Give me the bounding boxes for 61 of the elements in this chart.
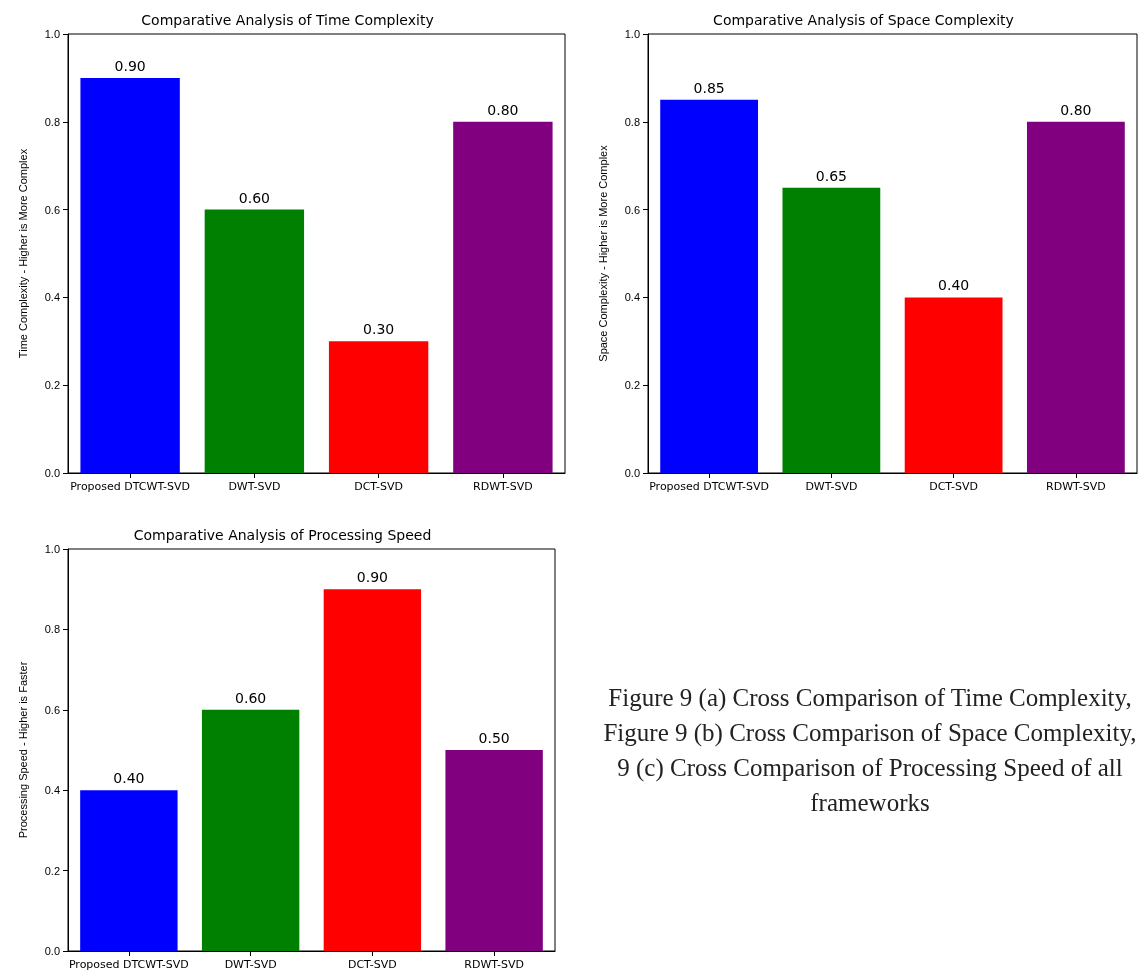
bar bbox=[204, 209, 305, 473]
y-axis-title: Processing Speed - Higher is Faster bbox=[16, 661, 29, 839]
data-label: 0.60 bbox=[238, 189, 270, 206]
data-label: 0.90 bbox=[114, 57, 146, 74]
y-tick-label: 0.8 bbox=[624, 115, 640, 128]
bar bbox=[904, 297, 1003, 473]
bar bbox=[80, 77, 180, 473]
data-label: 0.80 bbox=[1060, 101, 1092, 118]
y-tick-label: 1.0 bbox=[624, 28, 640, 40]
y-tick-label: 0.6 bbox=[44, 203, 60, 216]
bar bbox=[453, 121, 553, 473]
chart-title: Comparative Analysis of Processing Speed bbox=[133, 527, 432, 543]
data-label: 0.65 bbox=[815, 167, 847, 184]
caption: Figure 9 (a) Cross Comparison of Time Complexity, Figure 9 (b) Cross Comparison of Space Complexity, 9 (c) Cross Comparison of Processing Speed of all frameworks bbox=[602, 683, 1138, 818]
x-tick-label: DWT-SVD bbox=[224, 958, 277, 971]
data-label: 0.60 bbox=[235, 689, 267, 706]
bar bbox=[201, 709, 300, 951]
data-label: 0.40 bbox=[113, 770, 145, 787]
y-tick-label: 0.2 bbox=[44, 379, 60, 392]
x-tick-label: DWT-SVD bbox=[805, 480, 858, 493]
y-tick-label: 0.2 bbox=[44, 864, 60, 877]
y-tick-label: 0.4 bbox=[624, 291, 640, 304]
data-label: 0.40 bbox=[938, 277, 970, 294]
y-tick-label: 0.4 bbox=[44, 291, 60, 304]
bar bbox=[782, 187, 881, 473]
y-tick-label: 0.2 bbox=[624, 379, 640, 392]
y-tick-label: 0.0 bbox=[44, 467, 60, 479]
y-tick-label: 0.8 bbox=[44, 623, 60, 636]
x-tick-label: DCT-SVD bbox=[347, 958, 397, 971]
y-tick-label: 1.0 bbox=[44, 543, 60, 555]
x-tick-label: Proposed DTCWT-SVD bbox=[649, 480, 770, 493]
data-label: 0.50 bbox=[478, 730, 510, 746]
bar bbox=[328, 341, 429, 473]
bar bbox=[80, 790, 178, 951]
x-tick-label: Proposed DTCWT-SVD bbox=[70, 480, 191, 493]
y-tick-label: 1.0 bbox=[44, 28, 60, 40]
y-axis-title: Space Complexity - Higher is More Complex bbox=[596, 144, 609, 362]
y-axis-title: Time Complexity - Higher is More Complex bbox=[16, 148, 29, 359]
x-tick-label: RDWT-SVD bbox=[1046, 480, 1106, 493]
y-tick-label: 0.6 bbox=[44, 703, 60, 716]
chart-title: Comparative Analysis of Space Complexity bbox=[713, 12, 1014, 28]
bar bbox=[1026, 121, 1125, 473]
y-tick-label: 0.6 bbox=[624, 203, 640, 216]
bar bbox=[660, 99, 759, 473]
y-tick-label: 0.8 bbox=[44, 115, 60, 128]
bar bbox=[445, 750, 543, 951]
x-tick-label: DCT-SVD bbox=[354, 480, 404, 493]
y-tick-label: 0.0 bbox=[624, 467, 640, 479]
x-tick-label: DWT-SVD bbox=[228, 480, 281, 493]
chart-title: Comparative Analysis of Time Complexity bbox=[141, 12, 434, 28]
y-tick-label: 0.0 bbox=[44, 945, 60, 957]
data-label: 0.80 bbox=[487, 101, 519, 118]
x-tick-label: RDWT-SVD bbox=[464, 958, 524, 971]
data-label: 0.30 bbox=[363, 321, 395, 338]
x-tick-label: RDWT-SVD bbox=[473, 480, 533, 493]
bar bbox=[323, 589, 422, 951]
y-tick-label: 0.4 bbox=[44, 784, 60, 797]
data-label: 0.85 bbox=[693, 79, 725, 96]
x-tick-label: DCT-SVD bbox=[929, 480, 979, 493]
data-label: 0.90 bbox=[356, 569, 388, 586]
x-tick-label: Proposed DTCWT-SVD bbox=[68, 958, 189, 971]
